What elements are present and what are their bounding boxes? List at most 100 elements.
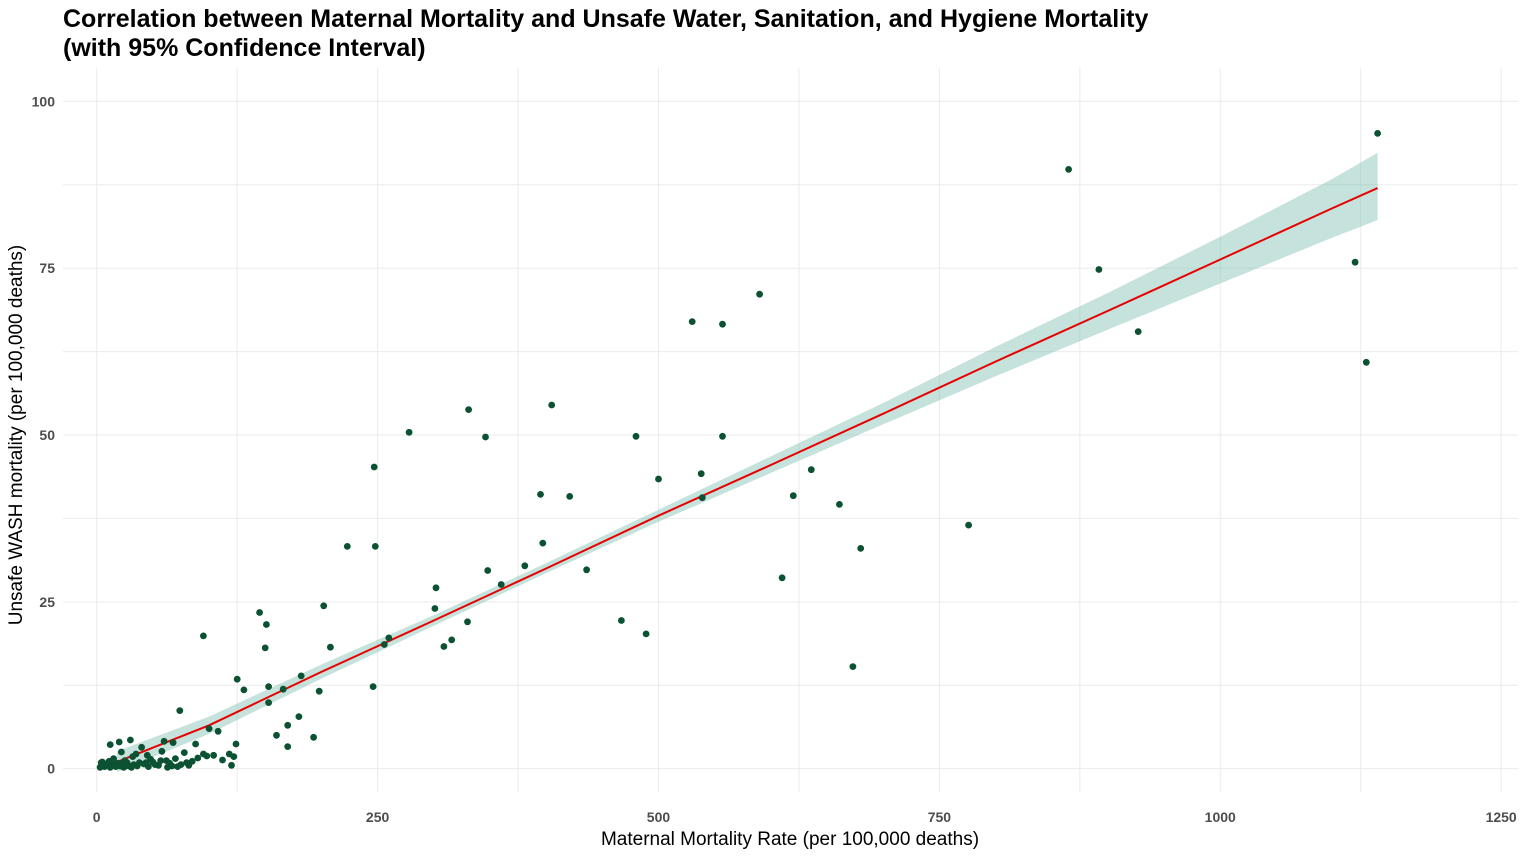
data-point: [310, 733, 317, 741]
tick-labels: 0 250 500 750 1000 1250 0 25 50 75 100: [32, 93, 1517, 825]
data-point: [655, 475, 662, 483]
data-point: [719, 320, 726, 328]
x-tick-label: 250: [366, 809, 390, 825]
data-point: [343, 543, 351, 550]
data-point: [448, 636, 456, 644]
data-point: [719, 432, 726, 440]
data-point: [464, 618, 471, 626]
data-point: [521, 562, 529, 570]
data-point: [807, 466, 815, 474]
data-point: [369, 683, 377, 690]
data-points: [96, 130, 1381, 771]
data-point: [160, 737, 168, 745]
x-tick-label: 750: [928, 809, 952, 825]
data-point: [789, 492, 797, 500]
data-point: [265, 699, 272, 706]
data-point: [497, 581, 505, 588]
chart-title-line-2: (with 95% Confidence Interval): [63, 34, 426, 62]
data-point: [157, 757, 165, 764]
data-point: [185, 761, 193, 769]
data-point: [632, 432, 640, 440]
data-point: [284, 743, 292, 750]
data-point: [233, 675, 241, 683]
data-point: [105, 757, 113, 765]
data-point: [1095, 266, 1103, 273]
y-axis-title: Unsafe WASH mortality (per 100,000 death…: [6, 245, 27, 626]
data-point: [138, 743, 146, 751]
data-point: [327, 643, 334, 651]
y-tick-label: 0: [47, 761, 55, 777]
data-point: [169, 739, 177, 746]
x-tick-label: 500: [647, 809, 671, 825]
y-tick-label: 25: [39, 594, 55, 610]
data-point: [219, 756, 226, 764]
data-point: [697, 470, 705, 478]
data-point: [295, 713, 303, 720]
data-point: [583, 566, 590, 574]
data-point: [405, 428, 413, 436]
data-point: [180, 749, 188, 756]
data-point: [265, 683, 272, 690]
data-point: [261, 644, 269, 652]
data-point: [380, 641, 388, 648]
chart-title-line-1: Correlation between Maternal Mortality a…: [63, 5, 1149, 33]
data-point: [618, 617, 625, 624]
data-point: [537, 491, 544, 498]
y-tick-label: 75: [39, 260, 55, 276]
data-point: [101, 763, 108, 770]
data-point: [370, 463, 378, 471]
fit-line-layer: [116, 187, 1379, 763]
data-point: [203, 752, 211, 760]
data-point: [232, 740, 240, 748]
data-point: [315, 687, 323, 695]
data-point: [297, 672, 305, 680]
data-point: [642, 630, 650, 638]
data-point: [214, 727, 222, 735]
data-point: [128, 763, 135, 771]
data-point: [1065, 166, 1072, 173]
data-point: [168, 762, 176, 770]
data-point: [176, 707, 184, 714]
data-point: [482, 433, 489, 441]
grid-lines: [63, 68, 1518, 792]
confidence-band-layer: [116, 152, 1378, 772]
data-point: [432, 584, 440, 592]
data-point: [194, 754, 202, 762]
data-point: [465, 406, 472, 413]
data-point: [118, 748, 125, 756]
fit-line: [116, 187, 1379, 763]
data-point: [965, 521, 972, 529]
data-point: [111, 761, 119, 768]
data-point: [431, 605, 439, 612]
data-point: [440, 643, 448, 650]
data-point: [126, 736, 134, 744]
data-point: [688, 318, 696, 325]
y-tick-label: 100: [32, 93, 56, 109]
data-point: [778, 574, 786, 582]
data-point: [256, 609, 263, 616]
data-point: [263, 621, 270, 628]
data-point: [320, 602, 328, 610]
data-point: [1374, 130, 1381, 137]
data-point: [228, 761, 235, 769]
data-point: [539, 539, 547, 547]
data-point: [210, 751, 218, 759]
data-point: [133, 762, 141, 770]
y-tick-label: 50: [39, 427, 55, 443]
data-point: [129, 753, 137, 760]
data-point: [284, 721, 292, 729]
x-tick-label: 1250: [1486, 809, 1517, 825]
data-point: [149, 758, 157, 766]
data-point: [273, 731, 280, 739]
data-point: [200, 632, 207, 640]
data-point: [230, 753, 238, 760]
data-point: [142, 759, 150, 766]
x-tick-label: 0: [93, 809, 101, 825]
x-axis-title: Maternal Mortality Rate (per 100,000 dea…: [601, 829, 979, 850]
data-point: [205, 725, 213, 732]
confidence-band: [116, 152, 1378, 772]
data-point: [279, 685, 287, 693]
data-point: [240, 686, 248, 694]
data-point: [192, 740, 200, 748]
